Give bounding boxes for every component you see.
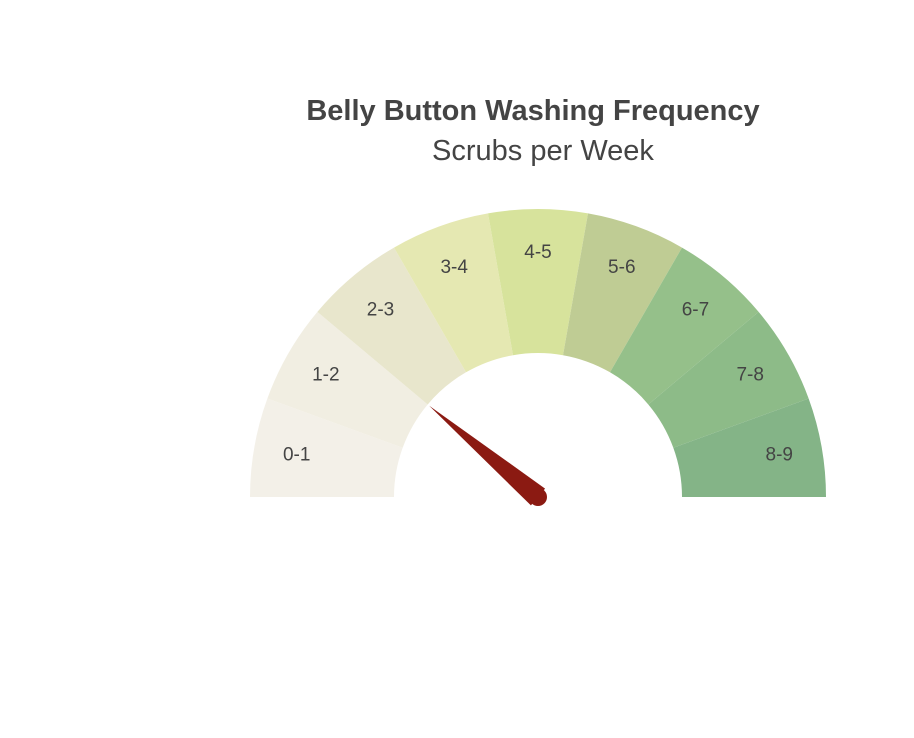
gauge-segment-1-2: [267, 311, 428, 448]
gauge-needle-hub: [529, 488, 547, 506]
segment-label: 1-2: [312, 365, 339, 386]
segment-label: 7-8: [736, 365, 763, 386]
segment-label: 5-6: [608, 257, 635, 278]
gauge-segment-4-5: [487, 209, 589, 356]
gauge-needle-group: [429, 405, 547, 506]
segment-label: 0-1: [283, 444, 310, 465]
chart-subtitle: Scrubs per Week: [432, 135, 654, 167]
segment-label: 2-3: [367, 299, 394, 320]
gauge-segment-3-4: [394, 213, 513, 373]
gauge-segments: [250, 209, 826, 497]
segment-label: 3-4: [440, 257, 468, 278]
gauge-segment-7-8: [648, 311, 809, 448]
segment-label: 8-9: [766, 444, 793, 465]
gauge-segment-8-9: [673, 398, 826, 497]
gauge-segment-0-1: [250, 398, 403, 497]
chart-title: Belly Button Washing Frequency: [306, 95, 759, 127]
gauge-segment-5-6: [563, 213, 682, 373]
segment-label: 4-5: [524, 242, 551, 263]
gauge-segment-2-3: [317, 247, 466, 405]
gauge-segment-labels: 0-1 1-2 2-3 3-4 4-5 5-6 6-7 7-8 8-9: [283, 242, 793, 465]
segment-label: 6-7: [682, 299, 709, 320]
gauge-needle: [429, 405, 546, 506]
gauge-segment-6-7: [610, 247, 759, 405]
